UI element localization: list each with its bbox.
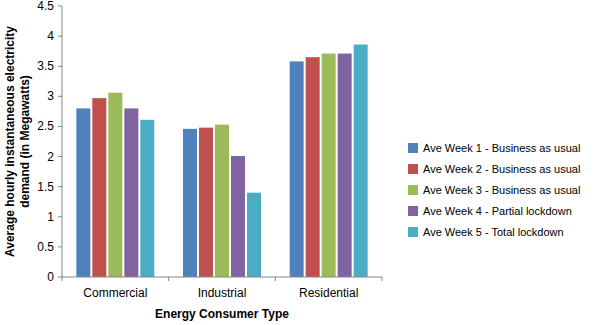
bar bbox=[199, 128, 213, 277]
x-tick-label: Commercial bbox=[83, 286, 147, 300]
y-tick-label: 4 bbox=[47, 29, 54, 43]
legend-label: Ave Week 5 - Total lockdown bbox=[423, 226, 564, 238]
y-tick bbox=[58, 216, 62, 217]
bar bbox=[247, 193, 261, 277]
x-tick-label: Residential bbox=[299, 286, 358, 300]
legend-swatch bbox=[408, 227, 418, 237]
y-tick-label: 4.5 bbox=[37, 0, 54, 13]
legend-swatch bbox=[408, 143, 418, 153]
x-tick bbox=[275, 277, 276, 281]
legend-swatch bbox=[408, 164, 418, 174]
bar bbox=[338, 54, 352, 277]
bar bbox=[215, 125, 229, 277]
x-axis-line bbox=[62, 277, 382, 278]
bar bbox=[354, 45, 368, 277]
bar bbox=[92, 98, 106, 277]
bar bbox=[140, 120, 154, 277]
x-tick bbox=[168, 277, 169, 281]
y-tick-label: 1 bbox=[47, 210, 54, 224]
bar bbox=[231, 156, 245, 277]
legend-label: Ave Week 4 - Partial lockdown bbox=[423, 205, 572, 217]
y-tick-label: 2 bbox=[47, 150, 54, 164]
x-axis-title: Energy Consumer Type bbox=[155, 307, 289, 321]
y-axis-title: Average hourly instantaneous electricity… bbox=[3, 26, 32, 257]
y-tick-label: 0 bbox=[47, 270, 54, 284]
bar bbox=[306, 57, 320, 277]
bar bbox=[108, 93, 122, 277]
x-tick-label: Industrial bbox=[198, 286, 247, 300]
y-tick bbox=[58, 277, 62, 278]
y-tick bbox=[58, 246, 62, 247]
y-tick-label: 3 bbox=[47, 89, 54, 103]
y-axis-title-line: demand (in Megawatts) bbox=[18, 75, 32, 208]
legend-swatch bbox=[408, 206, 418, 216]
y-tick bbox=[58, 156, 62, 157]
legend-label: Ave Week 3 - Business as usual bbox=[423, 184, 580, 196]
y-tick-label: 0.5 bbox=[37, 240, 54, 254]
legend-label: Ave Week 1 - Business as usual bbox=[423, 142, 580, 154]
legend-swatch bbox=[408, 185, 418, 195]
bars bbox=[76, 45, 367, 277]
y-tick bbox=[58, 186, 62, 187]
bar bbox=[322, 54, 336, 277]
y-axis-line bbox=[62, 6, 63, 277]
y-tick-label: 2.5 bbox=[37, 119, 54, 133]
y-tick bbox=[58, 96, 62, 97]
bar bbox=[76, 108, 90, 277]
y-tick bbox=[58, 36, 62, 37]
y-tick bbox=[58, 6, 62, 7]
y-tick bbox=[58, 66, 62, 67]
x-tick bbox=[382, 277, 383, 281]
y-tick-label: 3.5 bbox=[37, 59, 54, 73]
chart-svg: 0 0.5 1 1.5 2 2.5 3 3.5 4 4.5 Commercial Industrial… bbox=[0, 0, 602, 325]
bar bbox=[183, 129, 197, 277]
y-axis-title-line: Average hourly instantaneous electricity bbox=[3, 26, 17, 257]
legend-label: Ave Week 2 - Business as usual bbox=[423, 163, 580, 175]
chart-container: 0 0.5 1 1.5 2 2.5 3 3.5 4 4.5 Commercial Industrial… bbox=[0, 0, 602, 325]
bar bbox=[124, 108, 138, 277]
y-tick-label: 1.5 bbox=[37, 180, 54, 194]
x-tick bbox=[62, 277, 63, 281]
bar bbox=[290, 61, 304, 277]
y-tick bbox=[58, 126, 62, 127]
